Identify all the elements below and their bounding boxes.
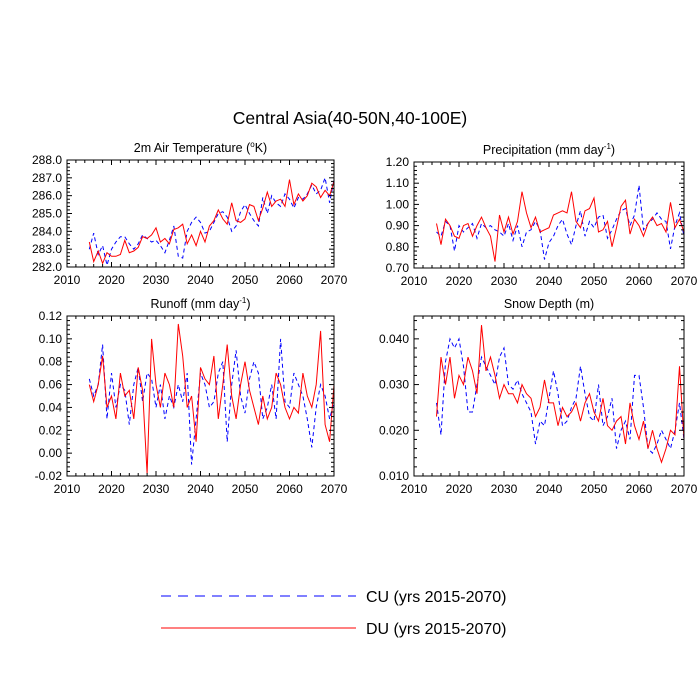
y-tick-label: 0.90: [386, 219, 410, 233]
x-tick-label: 2060: [276, 482, 303, 496]
x-tick-label: 2040: [536, 274, 563, 288]
x-tick-label: 2010: [54, 273, 81, 287]
y-tick-label: 1.10: [386, 176, 410, 190]
panel-runoff: 2010 2020 2030 2040 2050 2060 2070 -0.02 0.00 0.0…: [35, 296, 348, 496]
y-tick-label: 282.0: [32, 260, 62, 274]
y-tick-label: 0.12: [39, 309, 63, 323]
x-tick-label: 2040: [187, 273, 214, 287]
y-tick-label: 285.0: [32, 207, 62, 221]
y-tick-label: 287.0: [32, 171, 62, 185]
x-tick-label: 2020: [98, 273, 125, 287]
y-tick-label: 286.0: [32, 189, 62, 203]
y-tick-label: 1.00: [386, 197, 410, 211]
series-line-du: [436, 191, 685, 262]
y-tick-label: -0.02: [35, 469, 63, 483]
panel-precipitation: 2010 2020 2030 2040 2050 2060 2070 0.70 0.80 0.90…: [386, 142, 698, 288]
panel-title-precipitation: Precipitation (mm day-1): [483, 142, 615, 157]
panel-snow-depth: 2010 2020 2030 2040 2050 2060 2070 0.010 0.020 0.…: [379, 297, 698, 496]
y-tick-label: 1.20: [386, 155, 410, 169]
panels: 2010 2020 2030 2040 2050 2060 2070 282.0 283.0 28…: [32, 140, 698, 496]
x-tick-label: 2060: [626, 482, 653, 496]
x-tick-label: 2030: [491, 274, 518, 288]
y-tick-label: 0.010: [379, 469, 409, 483]
x-tick-label: 2010: [401, 274, 428, 288]
y-tick-label: 0.040: [379, 332, 409, 346]
x-tick-label: 2020: [446, 274, 473, 288]
x-tick-label: 2070: [671, 274, 698, 288]
y-tick-label: 0.70: [386, 261, 410, 275]
y-tick-label: 0.08: [39, 355, 63, 369]
series-line-du: [88, 179, 335, 265]
y-tick-label: 0.04: [39, 400, 63, 414]
x-tick-label: 2060: [276, 273, 303, 287]
x-tick-label: 2060: [626, 274, 653, 288]
x-tick-label: 2050: [232, 482, 259, 496]
x-tick-label: 2030: [143, 482, 170, 496]
y-tick-label: 0.00: [39, 446, 63, 460]
x-tick-label: 2030: [491, 482, 518, 496]
x-tick-label: 2020: [446, 482, 473, 496]
plot-frame: [66, 159, 335, 268]
y-tick-label: 0.030: [379, 378, 409, 392]
y-tick-label: 0.02: [39, 423, 63, 437]
y-tick-label: 0.80: [386, 240, 410, 254]
legend: CU (yrs 2015-2070) DU (yrs 2015-2070): [161, 589, 507, 638]
x-tick-label: 2010: [54, 482, 81, 496]
series-line-cu: [436, 185, 685, 260]
y-tick-label: 283.0: [32, 242, 62, 256]
legend-entry-du: DU (yrs 2015-2070): [161, 621, 507, 638]
panel-title-runoff: Runoff (mm day-1): [151, 296, 251, 311]
plot-frame: [413, 161, 685, 269]
series-line-du: [436, 325, 685, 464]
x-tick-label: 2050: [581, 274, 608, 288]
x-tick-label: 2070: [671, 482, 698, 496]
plot-frame: [66, 315, 335, 477]
y-tick-label: 0.06: [39, 378, 63, 392]
x-tick-label: 2070: [321, 273, 348, 287]
x-tick-label: 2050: [232, 273, 259, 287]
legend-entry-cu: CU (yrs 2015-2070): [161, 589, 507, 606]
y-tick-label: 284.0: [32, 224, 62, 238]
x-tick-label: 2050: [581, 482, 608, 496]
series-line-du: [88, 323, 335, 474]
legend-label-cu: CU (yrs 2015-2070): [366, 589, 507, 606]
figure-title: Central Asia(40-50N,40-100E): [233, 108, 467, 128]
y-tick-label: 0.10: [39, 332, 63, 346]
panel-title-temperature: 2m Air Temperature (oK): [134, 140, 267, 155]
x-tick-label: 2010: [401, 482, 428, 496]
panel-temperature: 2010 2020 2030 2040 2050 2060 2070 282.0 283.0 28…: [32, 140, 348, 287]
x-tick-label: 2040: [536, 482, 563, 496]
series-line-cu: [436, 337, 685, 454]
y-tick-label: 288.0: [32, 153, 62, 167]
y-tick-label: 0.020: [379, 423, 409, 437]
x-tick-label: 2040: [187, 482, 214, 496]
x-tick-label: 2030: [143, 273, 170, 287]
series-line-cu: [88, 338, 335, 465]
x-tick-label: 2070: [321, 482, 348, 496]
series-line-cu: [88, 175, 335, 266]
legend-label-du: DU (yrs 2015-2070): [366, 621, 507, 638]
x-tick-label: 2020: [98, 482, 125, 496]
panel-title-snow-depth: Snow Depth (m): [504, 297, 594, 311]
